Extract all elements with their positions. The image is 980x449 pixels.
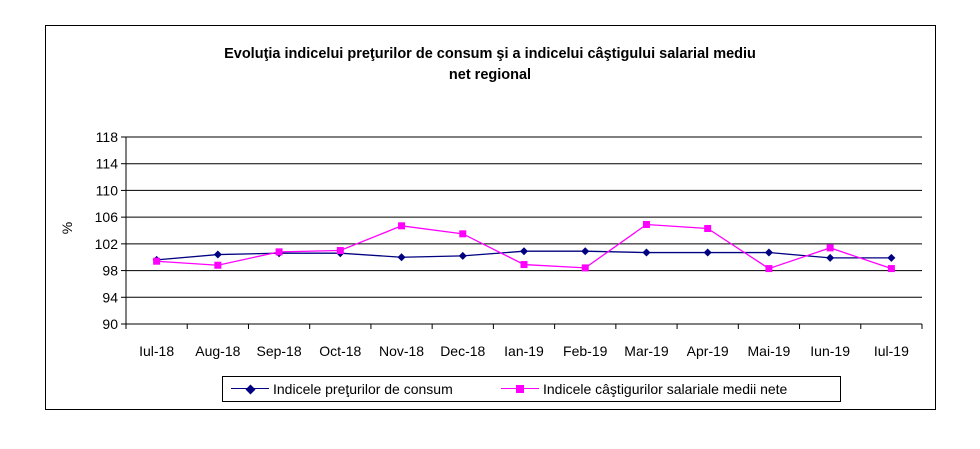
chart-title-line-2: net regional [448,67,532,83]
y-tick-label: 114 [96,156,119,172]
data-point [826,244,834,252]
data-point [153,257,161,265]
x-tick-label: Mai-19 [748,343,791,359]
y-tick-label: 94 [102,289,118,305]
legend-label-cpi: Indicele preţurilor de consum [273,381,453,397]
data-point [213,250,222,259]
data-point [764,248,773,257]
x-tick-label: Nov-18 [379,343,424,359]
y-tick-label: 118 [96,129,119,145]
chart-title-line-1: Evoluţia indicelui preţurilor de consum … [224,46,756,62]
data-point [520,247,528,256]
data-point [704,224,712,232]
y-tick-label: 106 [95,209,119,225]
x-tick-label: Aug-18 [195,343,240,359]
legend-diamond-marker-icon [231,382,269,396]
data-point [826,253,835,262]
legend-item-wage: Indicele câştigurilor salariale medii ne… [501,381,787,397]
x-tick-label: Feb-19 [563,343,608,359]
y-axis-label: % [59,222,75,234]
x-tick-label: Iul-19 [874,343,909,359]
legend: Indicele preţurilor de consum Indicele c… [222,376,841,402]
data-point [581,247,590,256]
data-point [275,248,283,256]
y-tick-label: 90 [102,316,118,332]
y-tick-label: 98 [102,263,118,279]
data-point [520,261,528,269]
data-point [765,265,773,273]
data-point [214,261,222,269]
x-tick-label: Apr-19 [687,343,729,359]
x-tick-label: Dec-18 [440,343,485,359]
data-point [581,264,589,272]
y-tick-label: 110 [96,182,119,198]
legend-square-marker-icon [501,382,539,396]
legend-label-wage: Indicele câştigurilor salariale medii ne… [543,381,788,397]
data-point [398,222,406,230]
x-tick-label: Iun-19 [810,343,850,359]
data-point [397,253,406,262]
data-point [459,230,467,238]
data-point [336,247,344,255]
x-tick-label: Iul-18 [139,343,174,359]
x-tick-label: Ian-19 [504,343,544,359]
data-point [642,248,651,257]
y-tick-label: 102 [95,236,119,252]
x-tick-label: Mar-19 [624,343,669,359]
data-point [642,220,650,228]
legend-item-cpi: Indicele preţurilor de consum [231,381,453,397]
data-point [458,251,467,260]
data-point [887,253,896,262]
chart-title: Evoluţia indicelui preţurilor de consum … [0,44,980,86]
data-point [703,248,712,257]
x-tick-label: Sep-18 [256,343,301,359]
data-point [887,265,895,273]
x-tick-label: Oct-18 [319,343,361,359]
